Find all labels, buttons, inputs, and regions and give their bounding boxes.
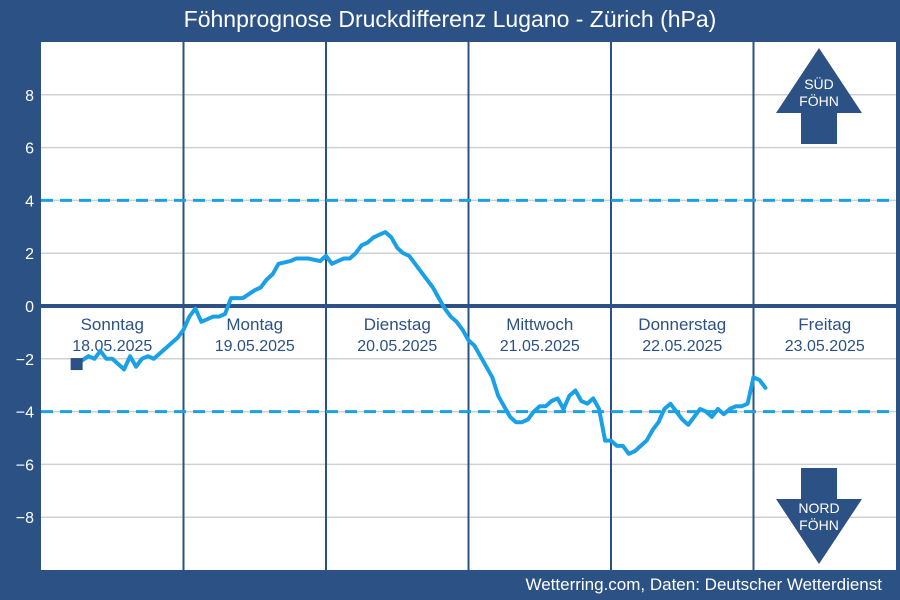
nord-foehn-arrow: NORD FÖHN <box>776 468 862 564</box>
day-date: 23.05.2025 <box>785 338 865 355</box>
day-labels: Sonntag 18.05.2025 Montag 19.05.2025 Diensta… <box>72 315 865 355</box>
series-group <box>70 230 768 456</box>
y-tick-label: 6 <box>25 141 34 158</box>
day-date: 22.05.2025 <box>642 338 722 355</box>
y-tick-label: 4 <box>25 193 34 210</box>
arrow-up-icon <box>776 48 862 144</box>
y-tick-label: −8 <box>16 510 34 527</box>
day-name: Freitag <box>798 315 851 334</box>
day-date: 18.05.2025 <box>72 338 152 355</box>
y-tick-label: −2 <box>16 352 34 369</box>
y-tick-label: 8 <box>25 88 34 105</box>
day-name: Montag <box>226 315 283 334</box>
data-source-credit: Wetterring.com, Daten: Deutscher Wetterd… <box>525 575 882 594</box>
sued-foehn-arrow: SÜD FÖHN <box>776 48 862 144</box>
sued-arrow-label-2: FÖHN <box>799 92 839 109</box>
day-name: Donnerstag <box>638 315 726 334</box>
day-name: Sonntag <box>81 315 144 334</box>
chart-title: Föhnprognose Druckdifferenz Lugano - Zür… <box>183 6 717 32</box>
day-date: 19.05.2025 <box>215 338 295 355</box>
y-tick-label: −6 <box>16 457 34 474</box>
series-line <box>74 230 768 456</box>
y-tick-label: 0 <box>25 299 34 316</box>
arrow-down-icon <box>776 468 862 564</box>
y-tick-label: 2 <box>25 246 34 263</box>
foehn-thresholds <box>41 198 896 414</box>
day-date: 20.05.2025 <box>357 338 437 355</box>
day-date: 21.05.2025 <box>500 338 580 355</box>
day-name: Mittwoch <box>506 315 573 334</box>
series-start-marker <box>70 358 83 371</box>
y-axis-ticks: 8 6 4 2 0 −2 −4 −6 −8 <box>16 88 34 527</box>
y-tick-label: −4 <box>16 405 34 422</box>
nord-arrow-label-2: FÖHN <box>799 516 839 533</box>
nord-arrow-label-1: NORD <box>798 500 839 516</box>
day-name: Dienstag <box>364 315 431 334</box>
sued-arrow-label-1: SÜD <box>804 75 834 92</box>
